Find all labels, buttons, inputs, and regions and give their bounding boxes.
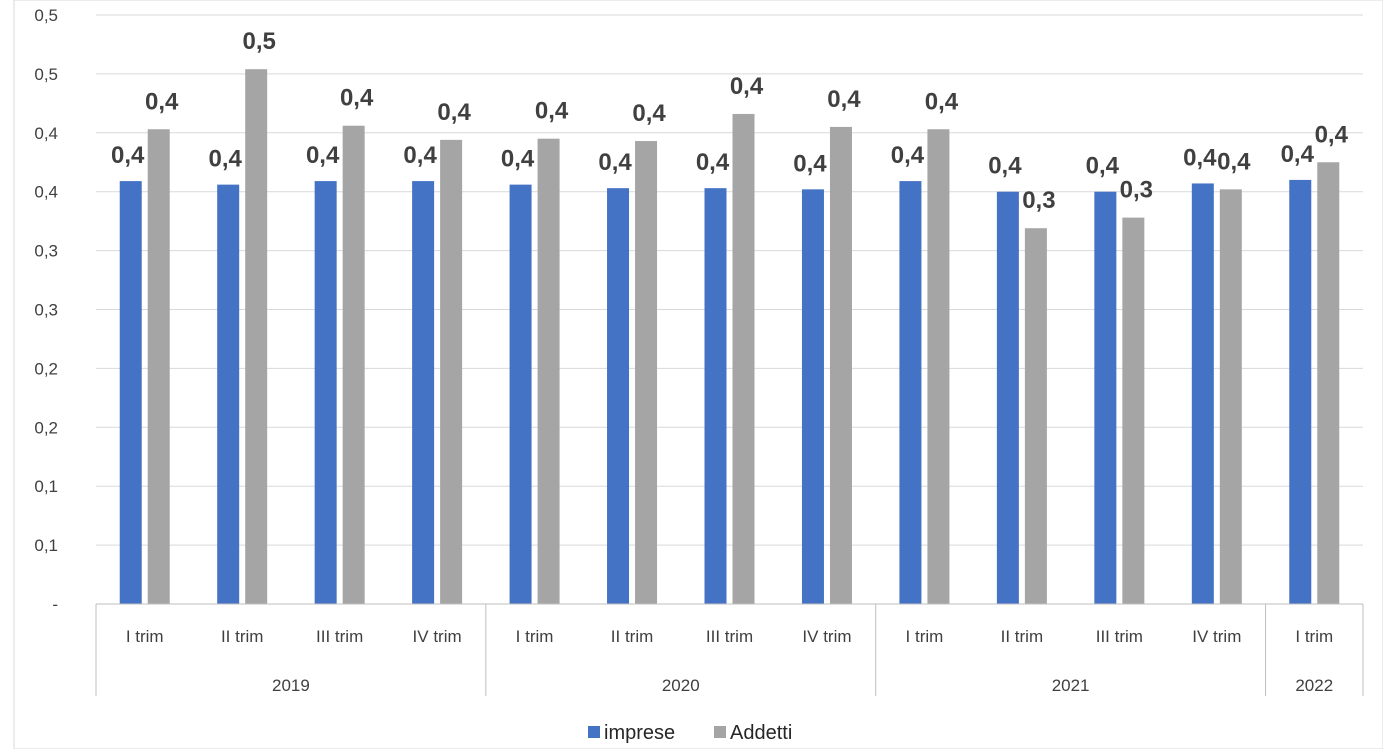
- data-label-imprese-8: 0,4: [891, 142, 925, 169]
- data-label-addetti-9: 0,3: [1022, 187, 1055, 214]
- data-label-addetti-0: 0,4: [145, 88, 179, 115]
- x-axis: I trim II trim III trim IV trim I trim II tri…: [95, 603, 1364, 696]
- data-label-addetti-1: 0,5: [243, 28, 276, 55]
- data-label-imprese-0: 0,4: [111, 142, 145, 169]
- bar-addetti-1: [245, 69, 268, 605]
- x-tick-label: III trim: [1096, 627, 1143, 646]
- bar-imprese-11: [1191, 183, 1214, 605]
- data-label-addetti-12: 0,4: [1315, 121, 1349, 148]
- data-label-addetti-11: 0,4: [1217, 148, 1251, 175]
- x-tick-label: I trim: [906, 627, 944, 646]
- x-tick-label: I trim: [126, 627, 164, 646]
- bar-addetti-8: [927, 129, 950, 605]
- data-label-addetti-8: 0,4: [925, 88, 959, 115]
- x-tick-label: I trim: [516, 627, 554, 646]
- legend-label-imprese: imprese: [604, 722, 675, 744]
- bar-imprese-5: [607, 188, 630, 604]
- bar-imprese-12: [1289, 179, 1312, 605]
- data-label-imprese-1: 0,4: [209, 146, 243, 173]
- y-tick-label: 0,1: [34, 477, 58, 496]
- bar-addetti-12: [1317, 162, 1340, 604]
- bar-imprese-1: [217, 184, 240, 604]
- data-label-addetti-6: 0,4: [730, 73, 764, 100]
- bar-imprese-9: [996, 191, 1019, 604]
- bar-addetti-9: [1024, 228, 1047, 604]
- y-tick-label: 0,5: [34, 65, 58, 84]
- x-group-label: 2019: [272, 676, 310, 695]
- bar-addetti-7: [829, 126, 852, 604]
- x-tick-label: IV trim: [802, 627, 851, 646]
- data-label-imprese-6: 0,4: [696, 149, 730, 176]
- bar-imprese-10: [1094, 191, 1117, 604]
- bar-addetti-2: [342, 125, 365, 605]
- y-tick-label: 0,1: [34, 536, 58, 555]
- bar-imprese-0: [119, 181, 142, 604]
- bar-addetti-6: [732, 113, 755, 605]
- bar-imprese-8: [899, 181, 922, 604]
- x-tick-label: IV trim: [1192, 627, 1241, 646]
- data-label-imprese-4: 0,4: [501, 146, 535, 173]
- gridlines: [96, 14, 1363, 546]
- data-label-imprese-5: 0,4: [598, 149, 632, 176]
- y-tick-label: 0,2: [34, 418, 58, 437]
- chart-area-border: [13, 0, 1383, 750]
- bar-addetti-10: [1122, 217, 1145, 604]
- data-label-imprese-7: 0,4: [793, 150, 827, 177]
- legend-label-addetti: Addetti: [730, 722, 792, 744]
- legend-swatch-imprese: [588, 726, 600, 738]
- data-label-addetti-10: 0,3: [1120, 177, 1153, 204]
- y-tick-label: 0,2: [34, 359, 58, 378]
- bar-addetti-0: [147, 129, 170, 605]
- y-tick-label: 0,5: [34, 6, 58, 25]
- y-tick-label: 0,3: [34, 301, 58, 320]
- legend: imprese Addetti: [588, 722, 792, 744]
- data-label-addetti-5: 0,4: [632, 100, 666, 127]
- data-label-imprese-11: 0,4: [1183, 144, 1217, 171]
- y-tick-label: 0,3: [34, 242, 58, 261]
- x-tick-label: III trim: [316, 627, 363, 646]
- bar-addetti-5: [635, 141, 658, 604]
- data-label-addetti-2: 0,4: [340, 85, 374, 112]
- x-tick-label: II trim: [221, 627, 264, 646]
- bar-imprese-6: [704, 188, 727, 604]
- bars: [119, 69, 1340, 605]
- x-tick-label: III trim: [706, 627, 753, 646]
- x-group-label: 2022: [1295, 676, 1333, 695]
- bar-addetti-4: [537, 138, 560, 604]
- y-axis: - 0,1 0,1 0,2 0,2 0,3 0,3 0,4 0,4 0,5 0,5: [34, 6, 58, 614]
- data-label-imprese-10: 0,4: [1086, 153, 1120, 180]
- bar-addetti-11: [1219, 189, 1242, 604]
- data-labels: 0,40,40,40,50,40,40,40,40,40,40,40,40,40…: [111, 28, 1349, 214]
- y-tick-label: -: [52, 595, 58, 614]
- y-tick-label: 0,4: [34, 124, 58, 143]
- data-label-imprese-9: 0,4: [988, 153, 1022, 180]
- bar-addetti-3: [440, 139, 463, 605]
- data-label-imprese-12: 0,4: [1281, 141, 1315, 168]
- x-tick-label: IV trim: [413, 627, 462, 646]
- y-tick-label: 0,4: [34, 183, 58, 202]
- data-label-imprese-3: 0,4: [403, 142, 437, 169]
- x-tick-label: II trim: [1001, 627, 1044, 646]
- data-label-imprese-2: 0,4: [306, 142, 340, 169]
- data-label-addetti-7: 0,4: [827, 86, 861, 113]
- bar-imprese-7: [801, 189, 824, 604]
- x-tick-label: I trim: [1295, 627, 1333, 646]
- x-tick-label: II trim: [611, 627, 654, 646]
- legend-swatch-addetti: [714, 726, 726, 738]
- bar-imprese-2: [314, 181, 337, 604]
- x-group-label: 2020: [662, 676, 700, 695]
- x-group-label: 2021: [1052, 676, 1090, 695]
- bar-imprese-3: [412, 181, 435, 604]
- data-label-addetti-4: 0,4: [535, 98, 569, 125]
- data-label-addetti-3: 0,4: [437, 99, 471, 126]
- bar-imprese-4: [509, 184, 532, 604]
